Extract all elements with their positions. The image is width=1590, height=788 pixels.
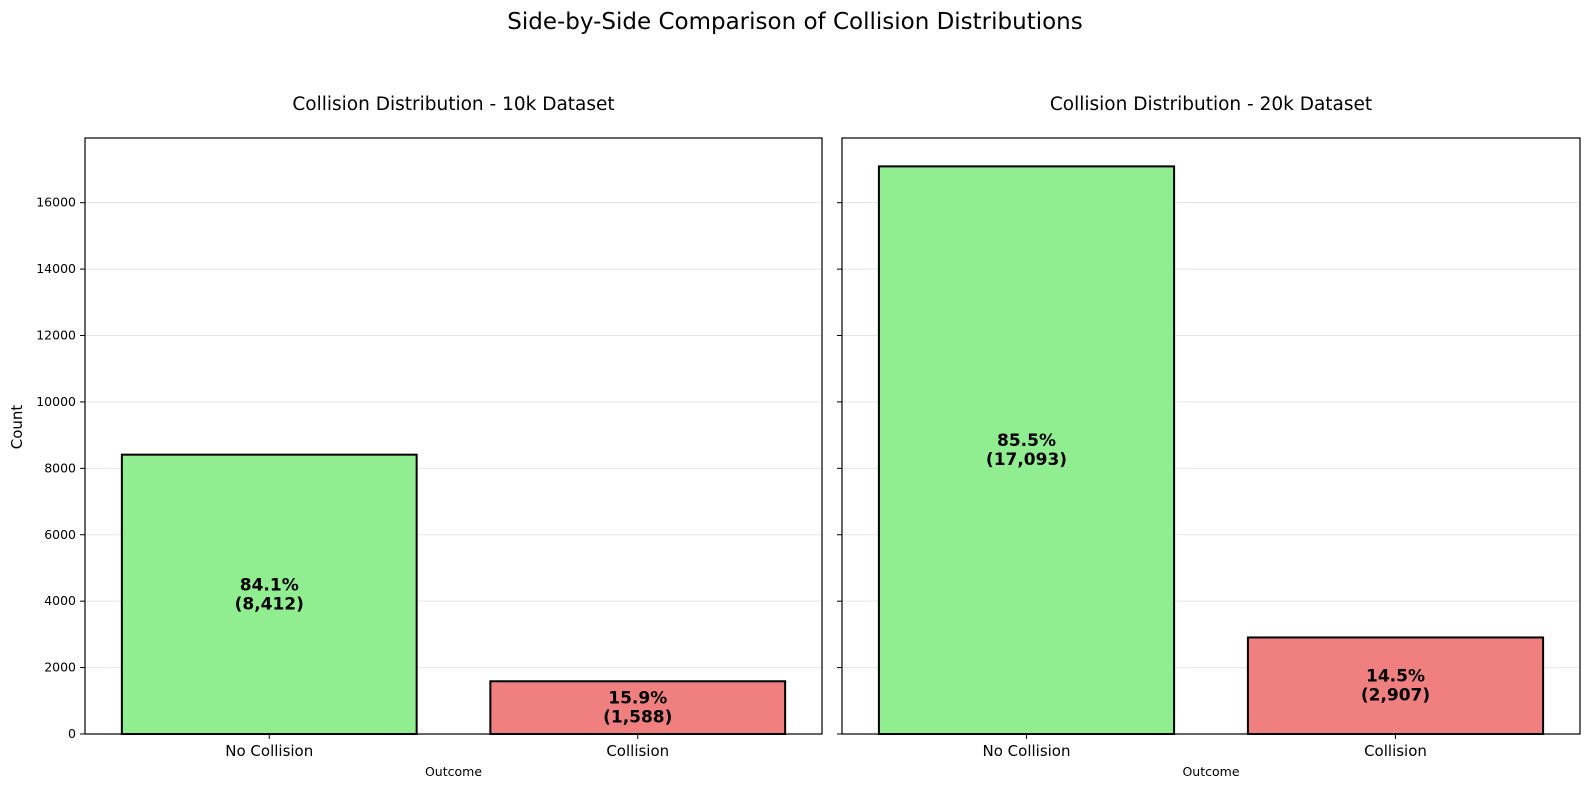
bar-percent-label: 14.5% <box>1366 667 1425 687</box>
bar-data-label: 15.9% (1,588) <box>603 689 672 728</box>
subplots: 84.1% (8,412) No Collision 15.9% (1,588) Coll… <box>36 94 1581 779</box>
x-tick-label: No Collision <box>225 742 313 760</box>
y-tick-label: 4000 <box>44 593 76 608</box>
x-tick-label: Collision <box>1364 742 1427 760</box>
bar-percent-label: 85.5% <box>997 431 1056 451</box>
bar-data-label: 85.5% (17,093) <box>986 431 1067 470</box>
bar-no-collision <box>877 165 1176 735</box>
x-axis-label: Outcome <box>1182 764 1239 779</box>
figure-title: Side-by-Side Comparison of Collision Dis… <box>507 9 1083 35</box>
bar-count-label: (8,412) <box>235 594 304 614</box>
subplot-1: 84.1% (8,412) No Collision 15.9% (1,588) Coll… <box>36 94 823 779</box>
bar-percent-label: 15.9% <box>608 689 667 709</box>
y-tick-label: 0 <box>68 726 76 741</box>
x-tick-label: Collision <box>606 742 669 760</box>
subplot-title: Collision Distribution - 10k Dataset <box>292 94 614 115</box>
bar-no-collision <box>120 453 418 735</box>
axes-frame <box>841 137 1581 735</box>
bar-count-label: (17,093) <box>986 450 1067 470</box>
y-tick-label: 14000 <box>36 261 76 276</box>
bar-percent-label: 84.1% <box>240 575 299 595</box>
y-tick-label: 12000 <box>36 328 76 343</box>
bar-count-label: (2,907) <box>1361 686 1430 706</box>
y-tick-label: 6000 <box>44 527 76 542</box>
subplot-2: 85.5% (17,093) No Collision 14.5% (2,907) Col… <box>837 94 1581 779</box>
x-tick-label: No Collision <box>983 742 1071 760</box>
subplot-title: Collision Distribution - 20k Dataset <box>1050 94 1372 115</box>
bar-count-label: (1,588) <box>603 708 672 728</box>
y-axis-label: Count <box>8 405 26 450</box>
y-tick-label: 2000 <box>44 660 76 675</box>
x-axis-label: Outcome <box>425 764 482 779</box>
y-tick-label: 16000 <box>36 195 76 210</box>
y-tick-label: 8000 <box>44 460 76 475</box>
bar-data-label: 84.1% (8,412) <box>235 575 304 614</box>
bar-collision <box>1246 636 1545 735</box>
axes-frame <box>84 137 823 735</box>
y-tick-label: 10000 <box>36 394 76 409</box>
bar-data-label: 14.5% (2,907) <box>1361 667 1430 706</box>
